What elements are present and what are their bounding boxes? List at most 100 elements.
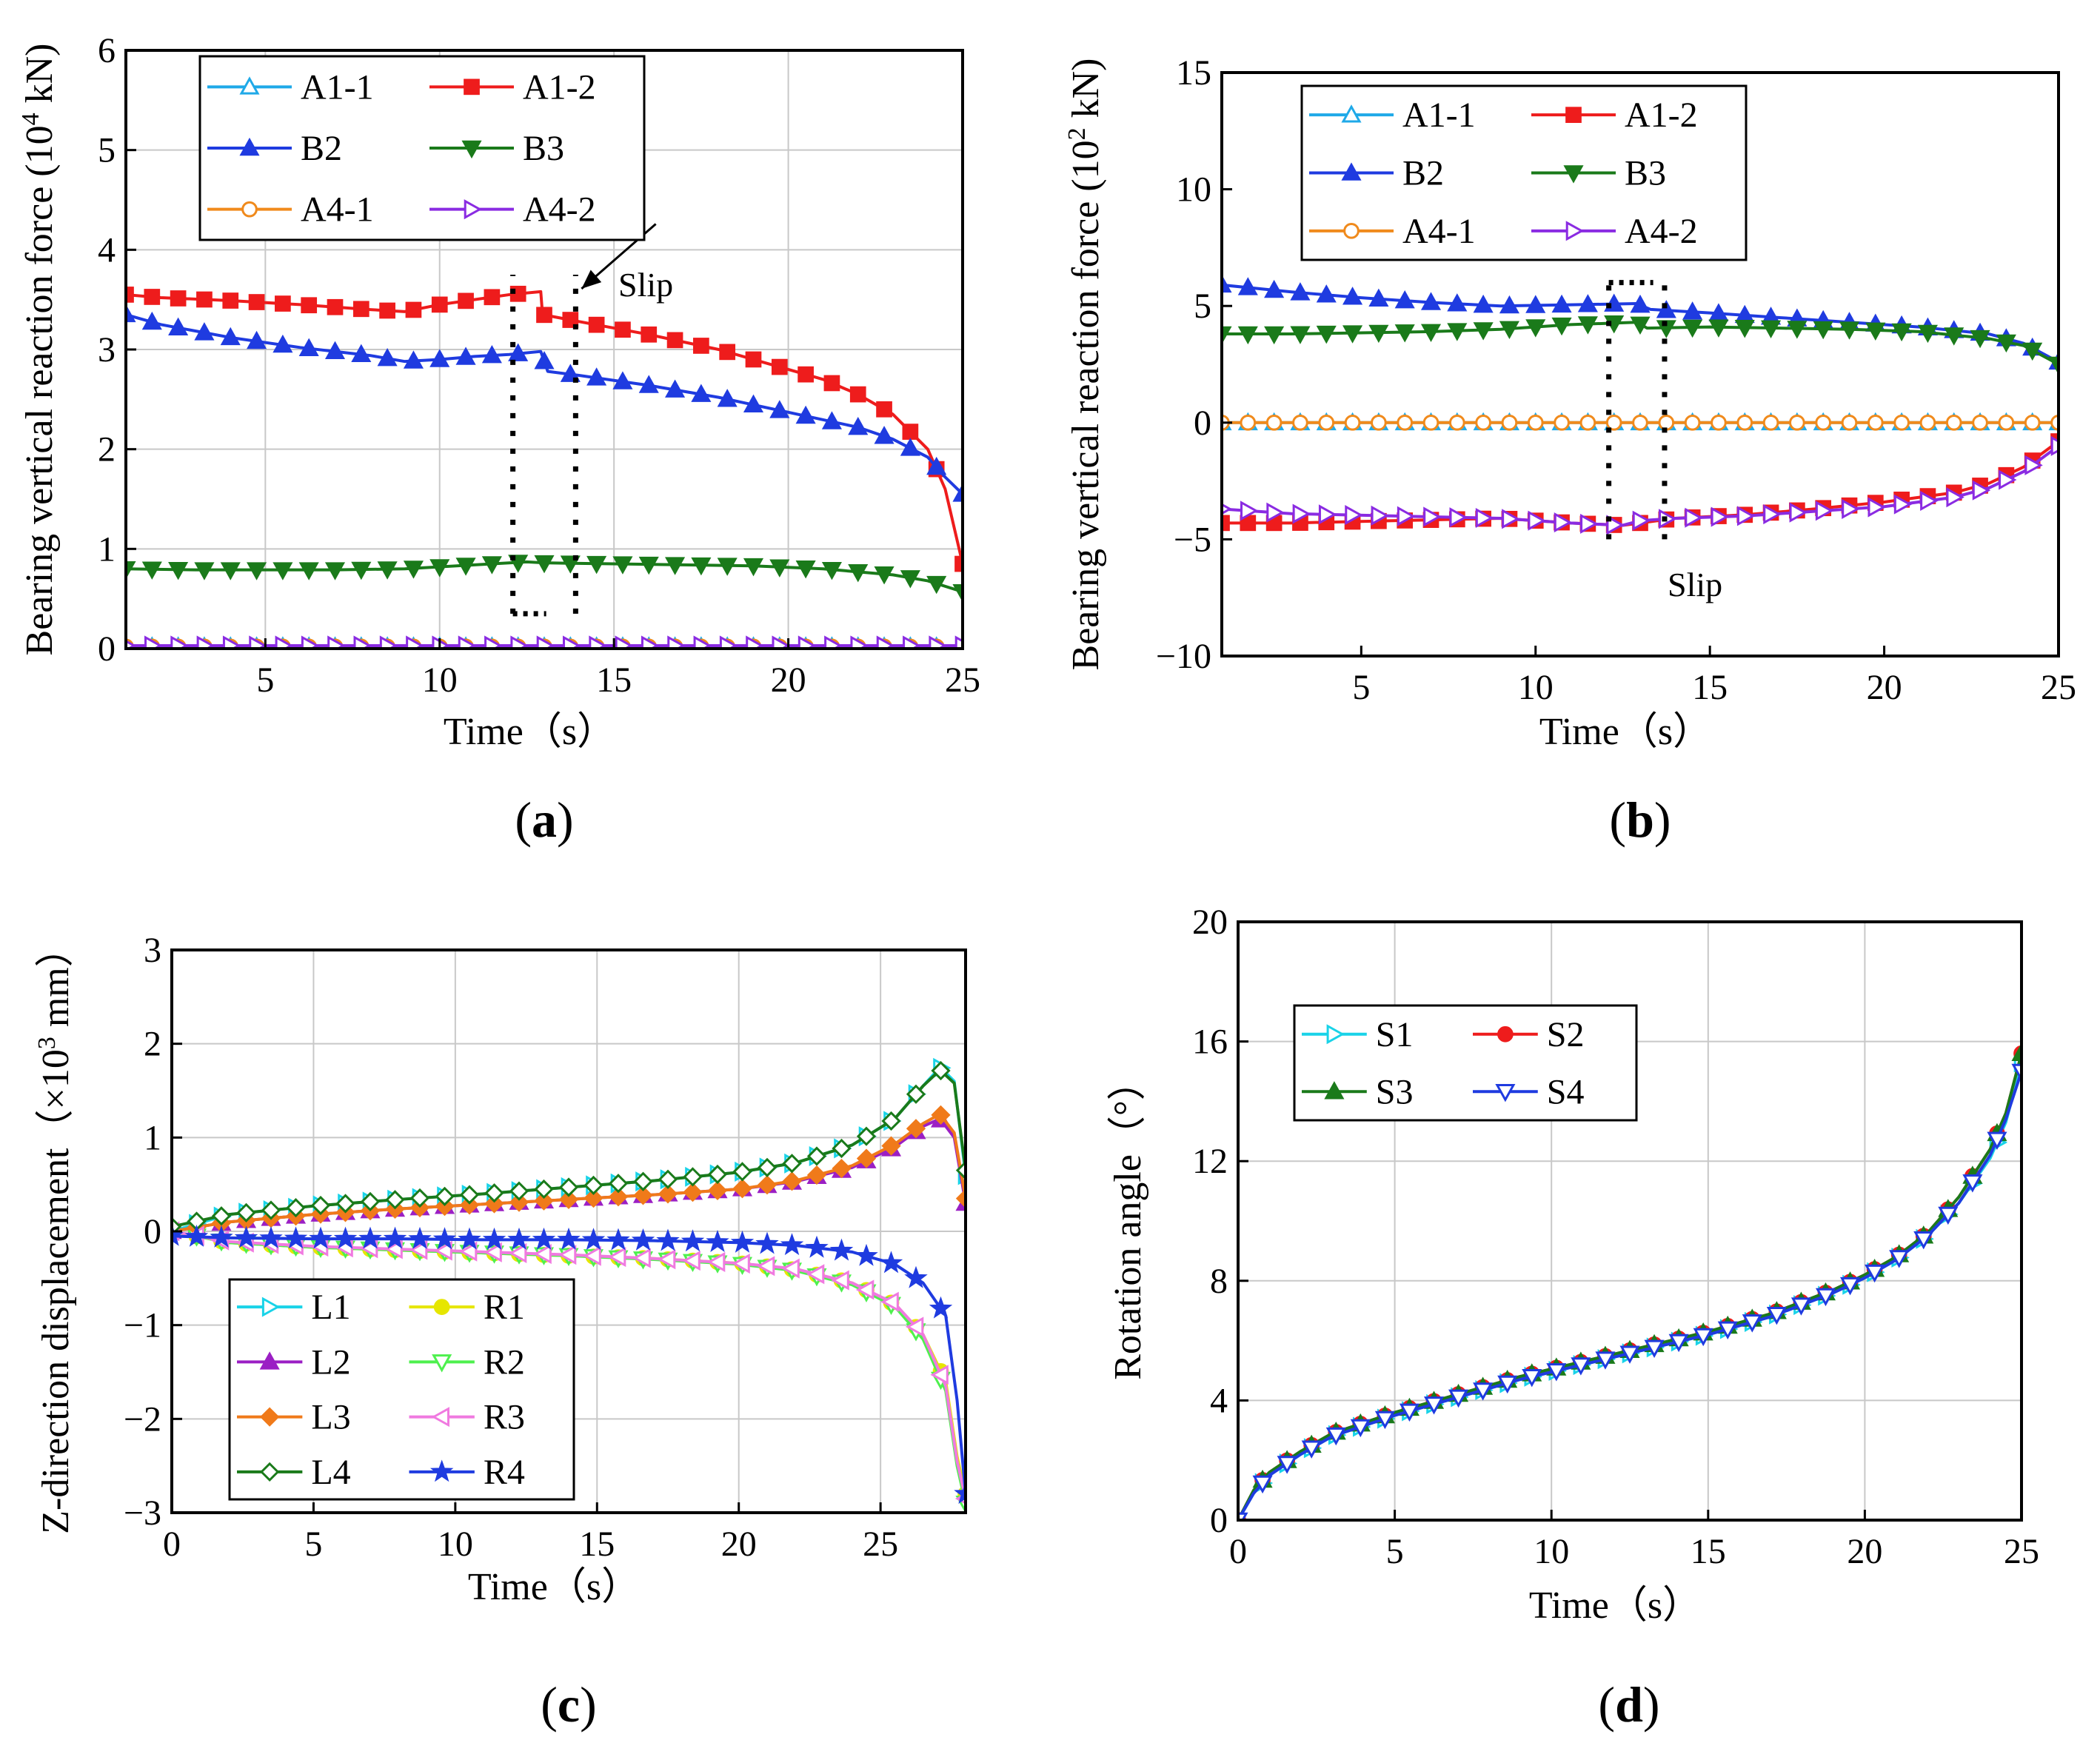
data-point-A4-1 — [1815, 414, 1832, 431]
data-point-A4-2 — [1318, 504, 1337, 525]
data-point-A1-2 — [379, 302, 395, 319]
data-point-B3 — [168, 561, 189, 580]
data-point-A4-1 — [1893, 414, 1910, 431]
data-point-A4-1 — [1867, 414, 1884, 431]
legend-label-S1: S1 — [1376, 1015, 1414, 1054]
data-point-L4 — [583, 1175, 603, 1196]
data-point-A4-2 — [1292, 503, 1311, 524]
x-tick-label: 25 — [863, 1525, 898, 1564]
panel-label-open: ( — [1598, 1676, 1615, 1733]
data-point-A4-2 — [719, 635, 738, 649]
panel-label-letter: b — [1626, 792, 1654, 848]
legend-marker-S3 — [1324, 1081, 1345, 1100]
legend-marker-B2 — [1341, 162, 1362, 181]
panel-label-close: ) — [1643, 1676, 1660, 1733]
data-point-B3 — [1761, 320, 1782, 339]
chart-panel-c: 0 5 10 15 20 25 −3 −2 −1 0 1 2 3 Time（s） Z-direction d… — [33, 928, 967, 1733]
data-point-A4-2 — [1893, 494, 1913, 515]
legend-box — [1293, 1004, 1638, 1122]
data-point-A4-2 — [275, 635, 293, 649]
data-point-S4 — [1571, 1357, 1591, 1376]
data-point-A4-2 — [301, 635, 320, 649]
data-point-L3 — [707, 1180, 728, 1201]
data-point-L3 — [832, 1159, 852, 1179]
data-point-R3 — [607, 1247, 626, 1268]
data-point-R4 — [780, 1233, 804, 1256]
data-point-B3 — [534, 555, 555, 574]
data-point-A1-2 — [745, 351, 762, 368]
data-point-R3 — [682, 1251, 700, 1271]
data-point-B2 — [638, 375, 659, 393]
data-point-B3 — [1499, 321, 1519, 340]
legend-box — [228, 1278, 575, 1501]
y-tick-label: 2 — [144, 1025, 161, 1064]
data-point-L4 — [906, 1084, 926, 1104]
data-point-B2 — [1342, 287, 1363, 305]
data-point-A4-2 — [1736, 506, 1756, 526]
slip-annotation: Slip — [1668, 566, 1722, 603]
data-point-B2 — [586, 367, 607, 386]
panel-label-open: ( — [515, 792, 532, 848]
data-point-L3 — [683, 1182, 703, 1202]
data-point-R3 — [583, 1245, 601, 1266]
data-point-A1-2 — [588, 316, 605, 333]
data-point-A4-1 — [1475, 414, 1491, 431]
data-point-A4-1 — [1972, 414, 1988, 431]
legend-marker-B3 — [1563, 165, 1584, 184]
data-point-S4 — [1252, 1475, 1273, 1494]
data-point-L4 — [310, 1195, 331, 1216]
data-point-L3 — [658, 1184, 678, 1204]
data-point-B2 — [534, 351, 555, 369]
data-point-B2 — [1237, 277, 1258, 295]
legend-label-A1-2: A1-2 — [1625, 96, 1698, 135]
data-point-A1-2 — [719, 344, 736, 361]
data-point-S4 — [1815, 1288, 1836, 1307]
data-point-B3 — [821, 561, 842, 580]
data-point-A4-2 — [746, 635, 764, 649]
data-point-B2 — [848, 416, 869, 435]
data-point-B2 — [126, 304, 136, 323]
data-point-L4 — [832, 1138, 852, 1159]
data-point-A4-1 — [1998, 414, 2015, 431]
data-point-B3 — [272, 562, 293, 580]
data-point-A1-2 — [954, 555, 963, 572]
y-tick-label: 0 — [144, 1212, 161, 1251]
data-point-B3 — [1290, 326, 1311, 344]
data-point-S4 — [1350, 1419, 1371, 1438]
data-point-L4 — [732, 1162, 752, 1182]
legend-label-R2: R2 — [484, 1342, 525, 1382]
data-point-B3 — [1222, 326, 1232, 345]
data-point-B3 — [126, 561, 136, 580]
data-point-B2 — [220, 327, 241, 346]
data-point-S4 — [1889, 1250, 1910, 1268]
y-tick-label: 16 — [1192, 1023, 1228, 1062]
data-point-L4 — [211, 1206, 232, 1226]
y-tick-label: −2 — [124, 1399, 161, 1439]
data-point-A4-2 — [1815, 501, 1834, 521]
data-point-A4-2 — [1371, 505, 1389, 526]
data-point-L3 — [435, 1197, 455, 1217]
data-point-A4-1 — [1919, 414, 1936, 431]
legend-marker-S2 — [1497, 1025, 1514, 1043]
y-tick-label: −5 — [1174, 520, 1211, 559]
data-point-B2 — [717, 389, 738, 407]
data-point-R4 — [829, 1238, 854, 1261]
legend-label-A4-2: A4-2 — [1625, 212, 1698, 251]
data-point-B3 — [1996, 334, 2016, 353]
data-point-B2 — [795, 405, 816, 424]
panel-label-close: ) — [580, 1676, 597, 1733]
x-tick-label: 15 — [596, 660, 632, 700]
data-point-R4 — [879, 1251, 903, 1274]
data-point-R4 — [557, 1227, 581, 1250]
data-point-R4 — [855, 1243, 878, 1266]
data-point-B2 — [1420, 292, 1442, 310]
data-point-L4 — [360, 1191, 381, 1212]
legend-label-L4: L4 — [311, 1453, 350, 1492]
data-point-S4 — [1238, 1512, 1248, 1520]
data-point-B3 — [1473, 322, 1494, 341]
data-point-L4 — [335, 1194, 355, 1214]
data-point-B3 — [1394, 324, 1415, 343]
panel-label: (d) — [1598, 1676, 1659, 1733]
data-point-A4-2 — [1266, 502, 1285, 523]
data-point-R3 — [458, 1241, 478, 1262]
